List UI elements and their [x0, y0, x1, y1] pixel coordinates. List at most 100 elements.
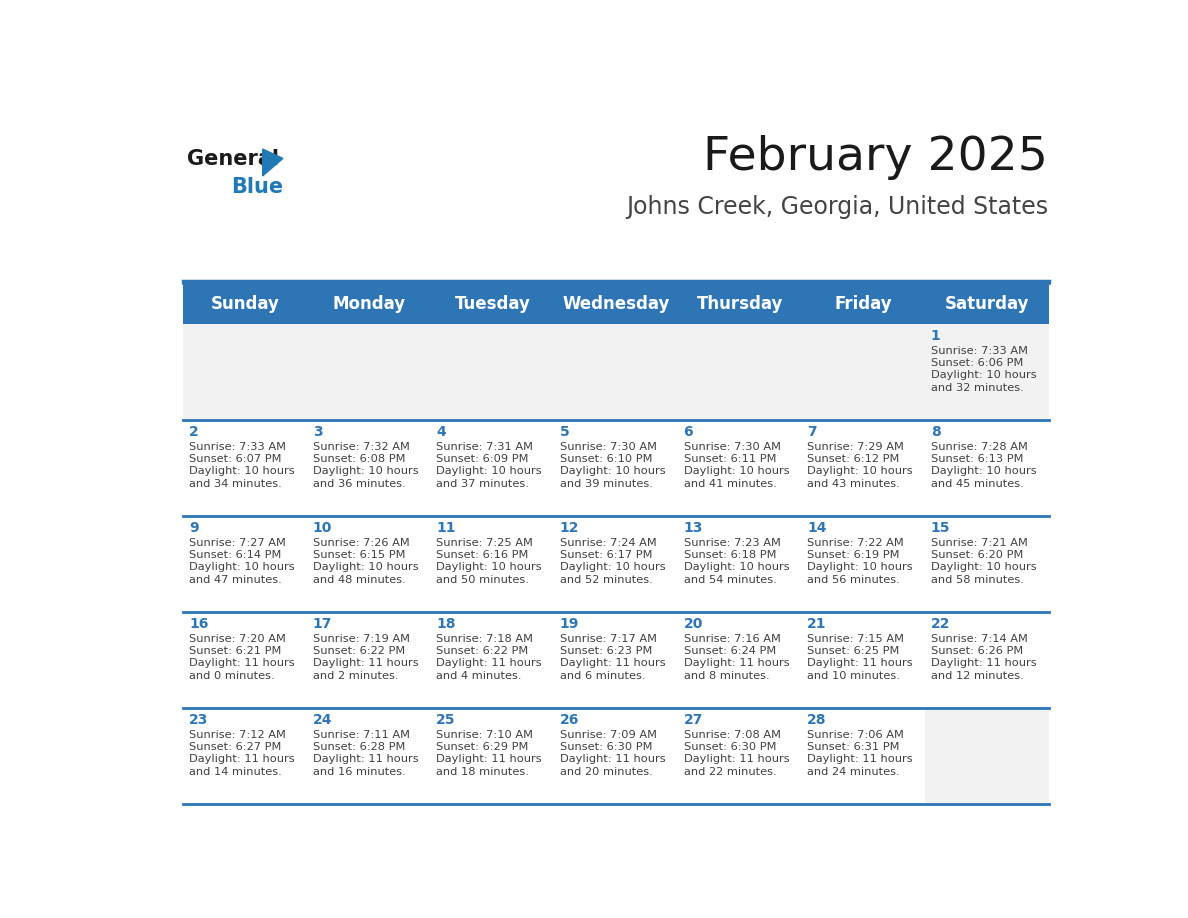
Text: Daylight: 10 hours: Daylight: 10 hours: [436, 562, 542, 572]
Text: Sunrise: 7:14 AM: Sunrise: 7:14 AM: [931, 633, 1028, 644]
Bar: [183, 324, 308, 420]
Text: Sunset: 6:08 PM: Sunset: 6:08 PM: [312, 453, 405, 464]
Text: Sunset: 6:29 PM: Sunset: 6:29 PM: [436, 742, 529, 752]
Text: 5: 5: [560, 424, 570, 439]
Text: Sunset: 6:31 PM: Sunset: 6:31 PM: [807, 742, 899, 752]
Text: Sunrise: 7:19 AM: Sunrise: 7:19 AM: [312, 633, 410, 644]
Text: Sunrise: 7:20 AM: Sunrise: 7:20 AM: [189, 633, 286, 644]
Text: Sunset: 6:30 PM: Sunset: 6:30 PM: [560, 742, 652, 752]
Text: and 32 minutes.: and 32 minutes.: [931, 383, 1024, 393]
Bar: [802, 612, 925, 709]
Text: Daylight: 11 hours: Daylight: 11 hours: [807, 658, 912, 668]
Text: Sunset: 6:11 PM: Sunset: 6:11 PM: [683, 453, 776, 464]
Text: 21: 21: [807, 617, 827, 631]
Bar: [555, 420, 678, 516]
Text: and 43 minutes.: and 43 minutes.: [807, 478, 901, 488]
Text: and 52 minutes.: and 52 minutes.: [560, 575, 652, 585]
Text: and 20 minutes.: and 20 minutes.: [560, 767, 652, 777]
Text: and 16 minutes.: and 16 minutes.: [312, 767, 405, 777]
Text: Sunrise: 7:10 AM: Sunrise: 7:10 AM: [436, 730, 533, 740]
Text: Sunset: 6:17 PM: Sunset: 6:17 PM: [560, 550, 652, 560]
Text: Sunset: 6:12 PM: Sunset: 6:12 PM: [807, 453, 899, 464]
Text: 15: 15: [931, 521, 950, 534]
Text: and 6 minutes.: and 6 minutes.: [560, 671, 645, 680]
Text: Sunset: 6:30 PM: Sunset: 6:30 PM: [683, 742, 776, 752]
Text: Sunset: 6:16 PM: Sunset: 6:16 PM: [436, 550, 529, 560]
Text: Daylight: 11 hours: Daylight: 11 hours: [189, 755, 295, 765]
Bar: [925, 516, 1049, 612]
Text: Wednesday: Wednesday: [563, 295, 670, 313]
Text: Daylight: 11 hours: Daylight: 11 hours: [312, 755, 418, 765]
Text: Daylight: 10 hours: Daylight: 10 hours: [931, 466, 1036, 476]
Text: and 8 minutes.: and 8 minutes.: [683, 671, 769, 680]
Text: Sunset: 6:24 PM: Sunset: 6:24 PM: [683, 646, 776, 655]
Text: Sunrise: 7:21 AM: Sunrise: 7:21 AM: [931, 538, 1028, 547]
Text: Sunset: 6:15 PM: Sunset: 6:15 PM: [312, 550, 405, 560]
Text: Daylight: 10 hours: Daylight: 10 hours: [683, 466, 789, 476]
Text: Sunrise: 7:09 AM: Sunrise: 7:09 AM: [560, 730, 657, 740]
Bar: [308, 324, 431, 420]
Text: and 39 minutes.: and 39 minutes.: [560, 478, 652, 488]
Text: Tuesday: Tuesday: [455, 295, 531, 313]
Text: and 47 minutes.: and 47 minutes.: [189, 575, 282, 585]
Text: Daylight: 11 hours: Daylight: 11 hours: [560, 755, 665, 765]
Text: Daylight: 10 hours: Daylight: 10 hours: [312, 562, 418, 572]
Bar: [678, 324, 802, 420]
Text: Monday: Monday: [333, 295, 405, 313]
Text: Sunset: 6:27 PM: Sunset: 6:27 PM: [189, 742, 282, 752]
Text: Sunrise: 7:23 AM: Sunrise: 7:23 AM: [683, 538, 781, 547]
Text: Blue: Blue: [232, 177, 284, 197]
Text: 9: 9: [189, 521, 198, 534]
Text: 10: 10: [312, 521, 331, 534]
Text: 8: 8: [931, 424, 941, 439]
Text: 20: 20: [683, 617, 703, 631]
Text: 4: 4: [436, 424, 446, 439]
Text: 14: 14: [807, 521, 827, 534]
Bar: [925, 420, 1049, 516]
Bar: [555, 612, 678, 709]
Text: and 41 minutes.: and 41 minutes.: [683, 478, 776, 488]
Text: 19: 19: [560, 617, 580, 631]
Bar: [678, 612, 802, 709]
Bar: [678, 284, 802, 324]
Text: Daylight: 10 hours: Daylight: 10 hours: [189, 466, 295, 476]
Text: Sunset: 6:22 PM: Sunset: 6:22 PM: [312, 646, 405, 655]
Text: Daylight: 10 hours: Daylight: 10 hours: [683, 562, 789, 572]
Text: Sunrise: 7:30 AM: Sunrise: 7:30 AM: [683, 442, 781, 452]
Text: 17: 17: [312, 617, 331, 631]
Bar: [431, 324, 555, 420]
Text: Sunrise: 7:22 AM: Sunrise: 7:22 AM: [807, 538, 904, 547]
Text: and 56 minutes.: and 56 minutes.: [807, 575, 901, 585]
Text: Sunrise: 7:29 AM: Sunrise: 7:29 AM: [807, 442, 904, 452]
Text: and 37 minutes.: and 37 minutes.: [436, 478, 529, 488]
Text: Sunrise: 7:25 AM: Sunrise: 7:25 AM: [436, 538, 533, 547]
Text: Sunset: 6:25 PM: Sunset: 6:25 PM: [807, 646, 899, 655]
Text: and 14 minutes.: and 14 minutes.: [189, 767, 282, 777]
Text: Daylight: 10 hours: Daylight: 10 hours: [436, 466, 542, 476]
Text: Sunset: 6:21 PM: Sunset: 6:21 PM: [189, 646, 282, 655]
Text: February 2025: February 2025: [703, 135, 1048, 180]
Text: and 4 minutes.: and 4 minutes.: [436, 671, 522, 680]
Text: Daylight: 11 hours: Daylight: 11 hours: [683, 755, 789, 765]
Text: Saturday: Saturday: [944, 295, 1029, 313]
Text: 3: 3: [312, 424, 322, 439]
Text: Daylight: 11 hours: Daylight: 11 hours: [436, 755, 542, 765]
Bar: [925, 284, 1049, 324]
Text: Sunrise: 7:08 AM: Sunrise: 7:08 AM: [683, 730, 781, 740]
Text: Johns Creek, Georgia, United States: Johns Creek, Georgia, United States: [626, 195, 1048, 219]
Text: Sunrise: 7:26 AM: Sunrise: 7:26 AM: [312, 538, 410, 547]
Bar: [308, 420, 431, 516]
Text: Sunrise: 7:15 AM: Sunrise: 7:15 AM: [807, 633, 904, 644]
Text: and 45 minutes.: and 45 minutes.: [931, 478, 1024, 488]
Text: Daylight: 10 hours: Daylight: 10 hours: [807, 562, 912, 572]
Bar: [802, 709, 925, 804]
Text: 18: 18: [436, 617, 456, 631]
Text: Sunrise: 7:17 AM: Sunrise: 7:17 AM: [560, 633, 657, 644]
Text: 27: 27: [683, 712, 703, 726]
Text: and 34 minutes.: and 34 minutes.: [189, 478, 282, 488]
Text: Daylight: 11 hours: Daylight: 11 hours: [560, 658, 665, 668]
Text: and 12 minutes.: and 12 minutes.: [931, 671, 1024, 680]
Text: Sunset: 6:19 PM: Sunset: 6:19 PM: [807, 550, 899, 560]
Text: 1: 1: [931, 329, 941, 342]
Text: Sunset: 6:23 PM: Sunset: 6:23 PM: [560, 646, 652, 655]
